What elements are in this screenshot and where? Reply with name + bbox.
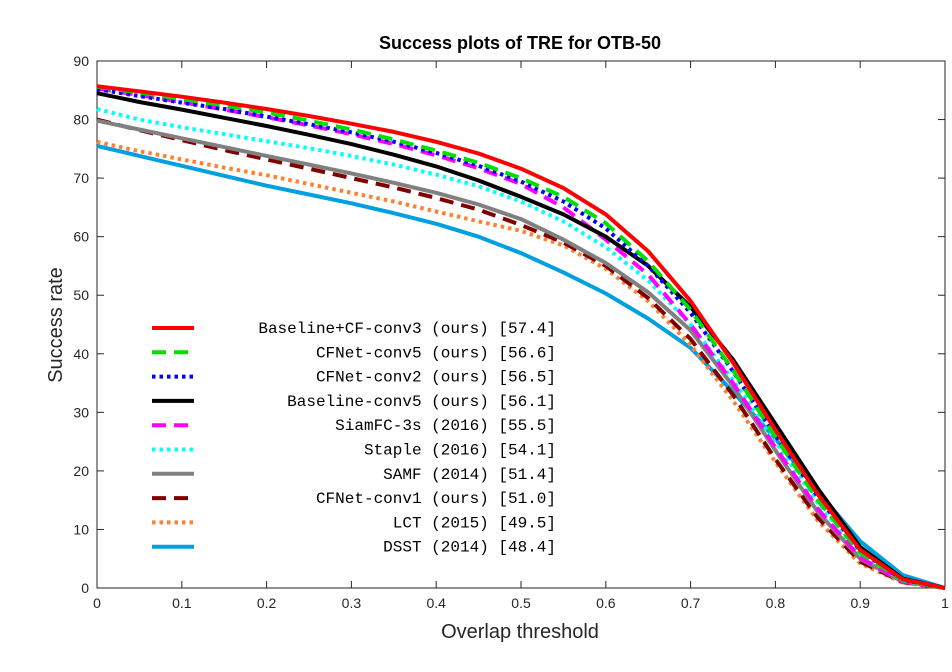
x-tick-label: 0: [93, 595, 101, 611]
y-tick-label: 80: [73, 112, 89, 128]
x-tick-label: 0.6: [596, 595, 616, 611]
y-tick-label: 10: [73, 521, 89, 537]
legend-label-3: CFNet-conv2 (ours) [56.5]: [316, 369, 556, 387]
series-line-8: [96, 117, 946, 590]
y-tick-label: 50: [73, 287, 89, 303]
x-axis-label: Overlap threshold: [441, 621, 599, 643]
y-tick-label: 30: [73, 404, 89, 420]
x-tick-label: 1: [941, 595, 949, 611]
x-tick-label: 0.4: [426, 595, 446, 611]
x-tick-label: 0.8: [766, 595, 786, 611]
legend-label-10: DSST (2014) [48.4]: [383, 539, 556, 557]
x-tick-label: 0.1: [172, 595, 192, 611]
x-tick-label: 0.7: [681, 595, 701, 611]
legend-label-9: LCT (2015) [49.5]: [393, 514, 556, 532]
y-tick-label: 40: [73, 346, 89, 362]
legend-label-1: Baseline+CF-conv3 (ours) [57.4]: [258, 320, 556, 338]
plot-area: 0 0.1 0.2 0.3 0.4 0.5 0.6 0.7 0.8 0.9 101020304050…: [73, 53, 949, 611]
x-tick-label: 0.5: [511, 595, 531, 611]
series-line-1: [96, 84, 946, 590]
y-tick-label: 60: [73, 229, 89, 245]
y-tick-label: 90: [73, 53, 89, 69]
legend-label-5: SiamFC-3s (2016) [55.5]: [335, 417, 556, 435]
legend: Baseline+CF-conv3 (ours) [57.4] CFNet-con…: [152, 320, 556, 557]
x-tick-label: 0.2: [257, 595, 277, 611]
y-tick-label: 20: [73, 463, 89, 479]
legend-label-8: CFNet-conv1 (ours) [51.0]: [316, 490, 556, 508]
series-line-2: [96, 84, 946, 590]
x-tick-label: 0.3: [342, 595, 362, 611]
legend-label-4: Baseline-conv5 (ours) [56.1]: [287, 393, 556, 411]
series-line-4: [96, 91, 946, 590]
x-tick-label: 0.9: [850, 595, 870, 611]
legend-label-7: SAMF (2014) [51.4]: [383, 466, 556, 484]
legend-label-6: Staple (2016) [54.1]: [364, 442, 556, 460]
y-tick-label: 0: [81, 580, 89, 596]
legend-label-2: CFNet-conv5 (ours) [56.6]: [316, 344, 556, 362]
y-axis-label: Success rate: [45, 267, 67, 383]
y-tick-label: 70: [73, 170, 89, 186]
chart-title: Success plots of TRE for OTB-50: [379, 33, 661, 53]
